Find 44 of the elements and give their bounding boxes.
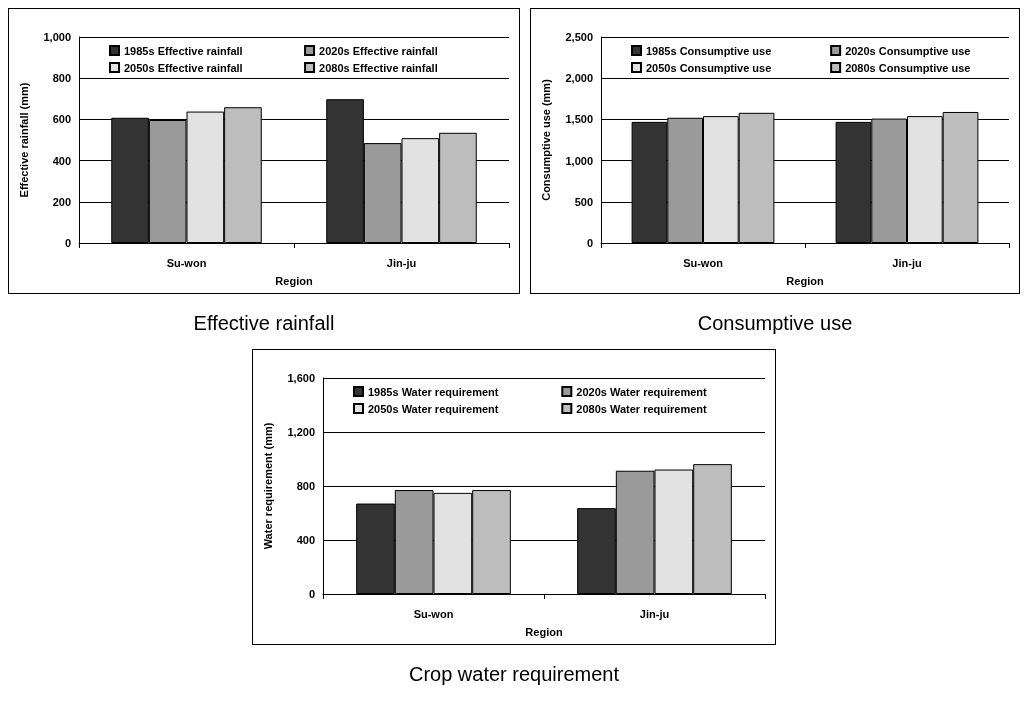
x-tick-label: Jin-ju — [386, 256, 417, 269]
y-tick-label: 1,000 — [43, 31, 71, 43]
y-tick-label: 2,000 — [565, 72, 593, 85]
y-tick-label: 1,000 — [565, 154, 593, 167]
x-tick-label: Jin-ju — [892, 256, 922, 269]
y-tick-label: 0 — [64, 237, 71, 249]
legend-label: 1985s Effective rainfall — [124, 44, 243, 57]
x-axis-title: Region — [786, 274, 824, 287]
legend-label: 2020s Consumptive use — [845, 44, 971, 57]
y-tick-label: 800 — [52, 72, 71, 85]
legend-label: 1985s Water requirement — [368, 385, 499, 398]
y-tick-label: 2,500 — [565, 31, 593, 43]
y-tick-label: 0 — [586, 237, 593, 249]
legend-label: 2020s Effective rainfall — [319, 44, 438, 57]
y-axis-title: Effective rainfall (mm) — [17, 82, 30, 198]
legend-label: 2050s Effective rainfall — [124, 61, 243, 74]
y-tick-label: 800 — [296, 480, 315, 492]
y-tick-label: 1,200 — [287, 426, 315, 438]
x-axis-title: Region — [275, 274, 313, 287]
y-tick-label: 0 — [308, 588, 315, 600]
x-tick-label: Jin-ju — [639, 607, 670, 620]
legend-label: 2050s Consumptive use — [646, 61, 772, 74]
legend-label: 1985s Consumptive use — [646, 44, 772, 57]
y-tick-label: 400 — [52, 154, 71, 167]
legend-label: 2080s Consumptive use — [845, 61, 971, 74]
x-tick-label: Su-won — [413, 607, 454, 620]
legend-label: 2020s Water requirement — [576, 385, 708, 398]
x-tick-label: Su-won — [166, 256, 207, 269]
legend-label: 2080s Water requirement — [576, 402, 708, 415]
y-tick-label: 500 — [574, 195, 593, 208]
y-axis-title: Consumptive use (mm) — [539, 78, 552, 201]
text: Effective rainfall — [192, 312, 336, 335]
text: Consumptive use — [696, 312, 854, 335]
y-tick-label: 600 — [52, 113, 71, 126]
y-tick-label: 400 — [296, 534, 315, 546]
x-tick-label: Su-won — [683, 256, 724, 269]
y-axis-title: Water requirement (mm) — [261, 422, 274, 550]
legend-label: 2050s Water requirement — [368, 402, 499, 415]
legend-label: 2080s Effective rainfall — [319, 61, 438, 74]
x-axis-title: Region — [525, 625, 563, 638]
y-tick-label: 1,500 — [565, 113, 593, 126]
y-tick-label: 200 — [52, 195, 71, 208]
y-tick-label: 1,600 — [287, 372, 315, 384]
text: Crop water requirement — [407, 663, 621, 686]
